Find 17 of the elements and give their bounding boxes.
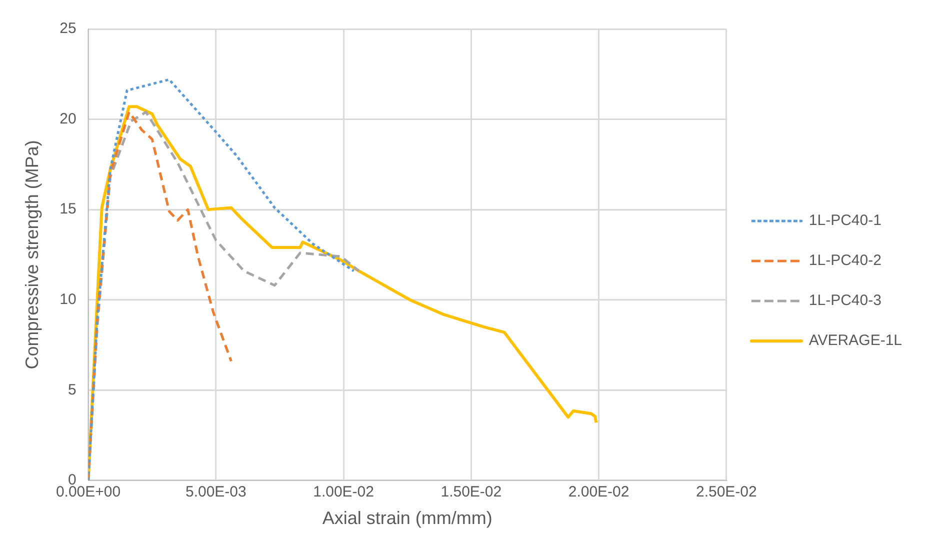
y-tick-label: 5 bbox=[68, 381, 76, 398]
y-tick-label: 10 bbox=[60, 290, 76, 308]
line-series bbox=[88, 110, 232, 480]
legend-label: 1L-PC40-3 bbox=[808, 292, 882, 310]
y-tick-label: 15 bbox=[60, 200, 76, 218]
legend-label: 1L-PC40-1 bbox=[808, 212, 882, 230]
x-tick-label: 1.00E-02 bbox=[313, 484, 374, 501]
x-tick-label: 2.50E-02 bbox=[696, 484, 757, 501]
y-tick-label: 25 bbox=[60, 20, 76, 38]
legend-label: 1L-PC40-2 bbox=[808, 252, 882, 270]
y-axis-title: Compressive strength (MPa) bbox=[22, 140, 42, 370]
x-tick-label: 1.50E-02 bbox=[440, 484, 502, 501]
x-tick-label: 2.00E-02 bbox=[568, 484, 630, 501]
x-axis-title: Axial strain (mm/mm) bbox=[322, 508, 492, 528]
legend-label: AVERAGE-1L bbox=[808, 332, 902, 350]
y-tick-label: 20 bbox=[60, 110, 76, 128]
x-tick-label: 5.00E-03 bbox=[185, 484, 246, 501]
